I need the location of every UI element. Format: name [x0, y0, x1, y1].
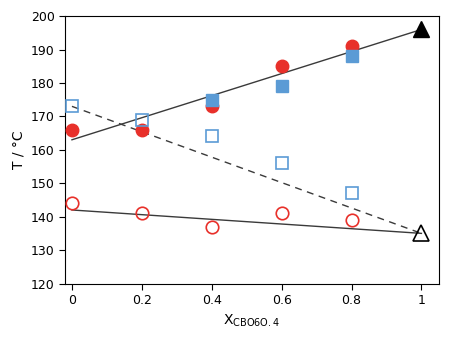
X-axis label: X$_{\mathrm{CBO6O.4}}$: X$_{\mathrm{CBO6O.4}}$ [223, 312, 280, 329]
Y-axis label: T / °C: T / °C [11, 131, 25, 169]
